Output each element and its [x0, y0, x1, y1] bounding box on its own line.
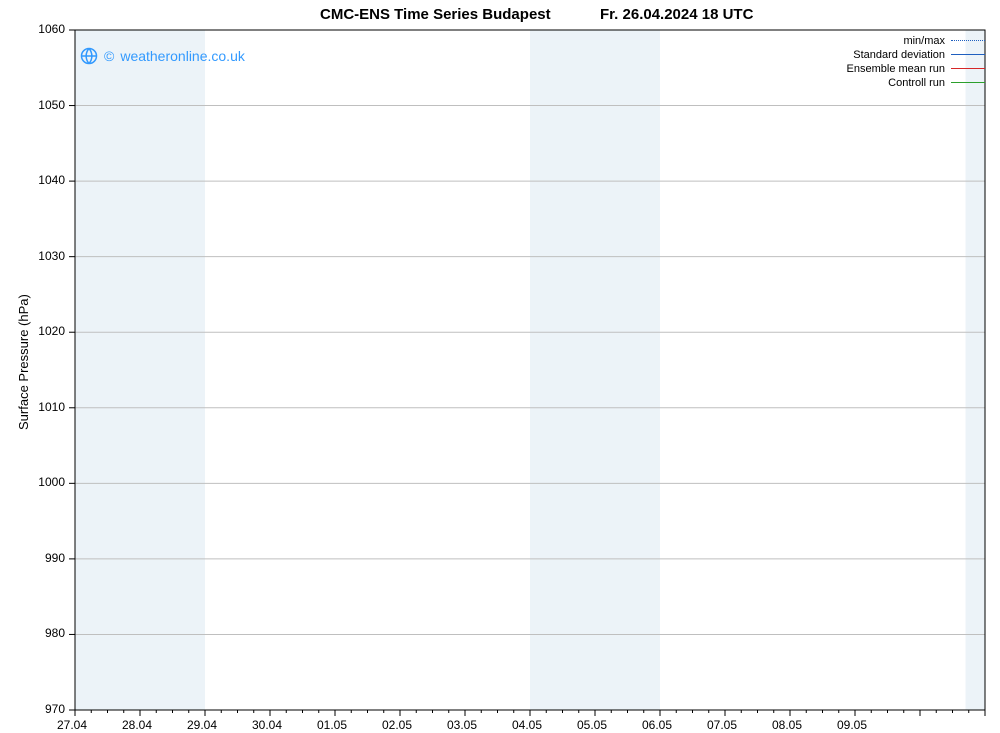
legend-label: Standard deviation — [853, 49, 945, 61]
y-tick-label: 970 — [45, 702, 65, 716]
y-tick-label: 1030 — [38, 249, 65, 263]
x-tick-label: 01.05 — [317, 718, 347, 732]
y-axis-label: Surface Pressure (hPa) — [16, 294, 31, 430]
y-tick-label: 980 — [45, 626, 65, 640]
x-tick-label: 03.05 — [447, 718, 477, 732]
legend-item: Ensemble mean run — [847, 62, 985, 76]
x-tick-label: 02.05 — [382, 718, 412, 732]
x-tick-label: 08.05 — [772, 718, 802, 732]
x-tick-label: 30.04 — [252, 718, 282, 732]
y-tick-label: 1020 — [38, 324, 65, 338]
legend-swatch — [951, 82, 985, 84]
legend-swatch — [951, 68, 985, 70]
watermark-text: weatheronline.co.uk — [120, 48, 245, 64]
chart-plot — [0, 0, 1000, 733]
x-tick-label: 04.05 — [512, 718, 542, 732]
x-tick-label: 06.05 — [642, 718, 672, 732]
legend-item: Controll run — [847, 76, 985, 90]
x-tick-label: 09.05 — [837, 718, 867, 732]
y-tick-label: 1060 — [38, 22, 65, 36]
watermark: © weatheronline.co.uk — [80, 47, 245, 65]
x-tick-label: 27.04 — [57, 718, 87, 732]
globe-icon — [80, 47, 98, 65]
watermark-copyright: © — [104, 48, 114, 64]
y-tick-label: 1000 — [38, 475, 65, 489]
x-tick-label: 29.04 — [187, 718, 217, 732]
x-tick-label: 07.05 — [707, 718, 737, 732]
legend-item: Standard deviation — [847, 48, 985, 62]
legend-label: Ensemble mean run — [847, 63, 945, 75]
x-tick-label: 28.04 — [122, 718, 152, 732]
y-tick-label: 1050 — [38, 98, 65, 112]
y-tick-label: 990 — [45, 551, 65, 565]
legend-swatch — [951, 54, 985, 56]
y-tick-label: 1010 — [38, 400, 65, 414]
y-tick-label: 1040 — [38, 173, 65, 187]
legend-item: min/max — [847, 34, 985, 48]
chart-legend: min/max Standard deviation Ensemble mean r… — [847, 34, 985, 90]
legend-label: min/max — [903, 35, 945, 47]
x-tick-label: 05.05 — [577, 718, 607, 732]
legend-label: Controll run — [888, 77, 945, 89]
legend-swatch — [951, 40, 985, 42]
